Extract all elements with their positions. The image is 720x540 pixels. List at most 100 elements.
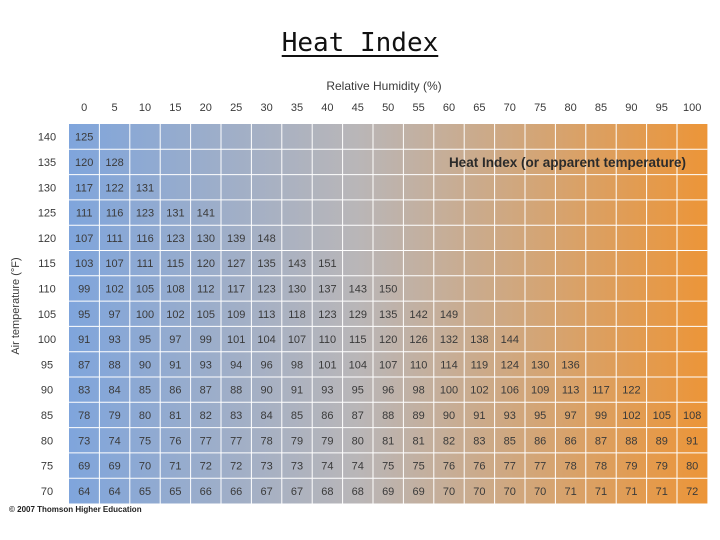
heat-index-value: 67	[260, 486, 272, 498]
heat-index-value: 93	[200, 359, 212, 371]
heat-index-value: 96	[382, 385, 394, 397]
heat-index-value: 84	[260, 410, 272, 422]
humidity-tick-label: 40	[321, 102, 333, 114]
heat-index-value: 123	[136, 208, 154, 220]
heat-index-value: 119	[471, 359, 489, 371]
heat-index-value: 120	[379, 334, 397, 346]
humidity-tick-label: 85	[595, 102, 607, 114]
heat-index-value: 93	[108, 334, 120, 346]
heat-index-value: 75	[412, 461, 424, 473]
heat-index-value: 118	[288, 309, 306, 321]
heat-index-value: 73	[78, 435, 90, 447]
heat-index-value: 83	[230, 410, 242, 422]
heat-index-value: 112	[197, 283, 215, 295]
heat-index-value: 83	[78, 385, 90, 397]
heat-index-value: 87	[352, 410, 364, 422]
heat-index-value: 72	[230, 461, 242, 473]
heat-index-value: 81	[412, 435, 424, 447]
heat-index-value: 74	[321, 461, 333, 473]
x-axis-label: Relative Humidity (%)	[326, 79, 441, 93]
temperature-tick-label: 115	[38, 258, 56, 270]
humidity-tick-label: 70	[504, 102, 516, 114]
heat-index-value: 123	[318, 309, 336, 321]
heat-index-value: 102	[622, 410, 640, 422]
heat-index-value: 129	[349, 309, 367, 321]
humidity-tick-label: 35	[291, 102, 303, 114]
temperature-tick-label: 95	[41, 359, 53, 371]
temperature-tick-label: 100	[38, 334, 56, 346]
heat-index-value: 84	[108, 385, 120, 397]
heat-index-value: 91	[686, 435, 698, 447]
heat-index-value: 105	[653, 410, 671, 422]
heat-index-value: 141	[197, 208, 215, 220]
humidity-tick-label: 30	[260, 102, 272, 114]
heat-index-value: 75	[382, 461, 394, 473]
heat-index-value: 99	[595, 410, 607, 422]
heat-index-value: 72	[686, 486, 698, 498]
heat-index-value: 71	[169, 461, 181, 473]
heat-index-value: 75	[139, 435, 151, 447]
heat-index-value: 80	[139, 410, 151, 422]
heat-index-value: 88	[108, 359, 120, 371]
temperature-tick-label: 140	[38, 132, 56, 144]
heat-index-value: 79	[108, 410, 120, 422]
heat-index-value: 117	[227, 283, 245, 295]
heat-index-value: 102	[166, 309, 184, 321]
heat-index-value: 69	[78, 461, 90, 473]
heat-index-value: 66	[200, 486, 212, 498]
heat-index-value: 131	[166, 208, 184, 220]
heat-index-value: 107	[288, 334, 306, 346]
heat-index-value: 105	[197, 309, 215, 321]
heat-index-value: 76	[473, 461, 485, 473]
heat-index-value: 117	[75, 182, 93, 194]
heat-index-value: 125	[75, 132, 93, 144]
temperature-tick-label: 130	[38, 182, 56, 194]
heat-index-value: 86	[564, 435, 576, 447]
humidity-tick-label: 60	[443, 102, 455, 114]
heat-index-value: 86	[321, 410, 333, 422]
heat-index-value: 107	[75, 233, 93, 245]
heat-index-value: 148	[257, 233, 275, 245]
heat-index-value: 85	[139, 385, 151, 397]
heat-index-value: 70	[534, 486, 546, 498]
heat-index-value: 81	[382, 435, 394, 447]
heat-index-value: 111	[76, 208, 93, 220]
heat-index-value: 123	[257, 283, 275, 295]
heat-index-value: 86	[169, 385, 181, 397]
heat-index-value: 97	[108, 309, 120, 321]
heat-index-value: 132	[440, 334, 458, 346]
heat-index-value: 99	[200, 334, 212, 346]
heat-index-value: 138	[470, 334, 488, 346]
humidity-tick-label: 45	[352, 102, 364, 114]
heat-index-value: 70	[443, 486, 455, 498]
heat-index-value: 78	[260, 435, 272, 447]
heat-index-value: 135	[257, 258, 275, 270]
humidity-tick-label: 0	[81, 102, 87, 114]
heat-index-value: 85	[504, 435, 516, 447]
heat-index-value: 123	[166, 233, 184, 245]
heat-index-value: 91	[78, 334, 90, 346]
heat-index-value: 122	[622, 385, 640, 397]
heat-index-value: 79	[625, 461, 637, 473]
heat-index-value: 71	[595, 486, 607, 498]
heat-index-value: 111	[137, 258, 154, 270]
heat-index-value: 64	[108, 486, 120, 498]
heat-index-value: 65	[139, 486, 151, 498]
heat-index-value: 83	[473, 435, 485, 447]
heat-index-value: 116	[136, 233, 154, 245]
heat-index-value: 81	[169, 410, 181, 422]
heat-index-value: 124	[501, 359, 519, 371]
heat-index-value: 71	[564, 486, 576, 498]
heat-index-value: 120	[75, 157, 93, 169]
heat-index-value: 109	[531, 385, 549, 397]
humidity-tick-label: 90	[625, 102, 637, 114]
humidity-tick-label: 15	[169, 102, 181, 114]
heat-index-value: 70	[473, 486, 485, 498]
heat-index-value: 71	[625, 486, 637, 498]
humidity-tick-label: 20	[200, 102, 212, 114]
heat-index-value: 130	[531, 359, 549, 371]
humidity-tick-label: 75	[534, 102, 546, 114]
temperature-tick-labels: 140 135 130 125 120 115 110 105 100 95 90 85 80 75 70	[38, 132, 56, 498]
heat-index-value: 143	[349, 283, 367, 295]
heat-index-value: 74	[108, 435, 120, 447]
